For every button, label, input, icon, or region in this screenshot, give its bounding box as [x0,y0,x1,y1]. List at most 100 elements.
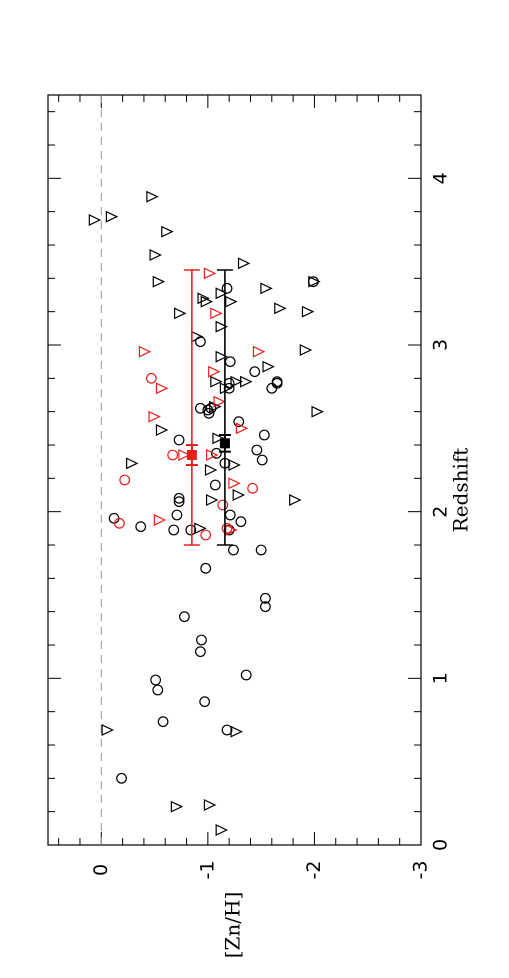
point [255,544,267,556]
point [237,257,251,270]
point [200,295,214,308]
point [210,447,222,459]
point [232,489,246,501]
point [289,494,302,506]
point [170,800,184,813]
point [311,405,324,418]
point [199,696,211,708]
x-axis-label: Redshift [449,448,473,533]
point [228,459,241,471]
point [194,402,206,414]
point [148,410,161,423]
point [233,416,245,428]
point [101,724,115,736]
point [213,395,226,408]
point [138,345,152,358]
point [215,824,229,836]
point [209,479,221,491]
point [228,544,239,556]
point [114,517,125,529]
point [179,611,190,623]
y-tick-label: -2 [303,861,325,880]
point [210,307,223,320]
point [194,646,206,658]
plot-frame [47,94,422,846]
point [228,477,241,490]
point [178,449,191,461]
point [205,449,219,461]
point [150,674,162,686]
point [173,492,185,504]
point [200,529,212,541]
point [260,592,271,604]
point [171,509,183,521]
point [200,562,212,574]
point [215,287,229,300]
point [252,345,266,358]
point [135,521,147,533]
point [249,366,261,378]
point [119,474,131,486]
point [217,499,229,511]
point [173,307,187,320]
point [203,799,217,811]
mean-point [186,450,197,460]
x-tick-label: 2 [430,506,452,518]
point [225,295,238,308]
x-tick-label: 3 [430,339,452,351]
mean-point [219,438,230,449]
point [197,292,210,305]
point [260,282,273,295]
point [196,634,207,646]
point [230,375,243,388]
point [152,684,164,696]
point [208,365,221,378]
point [215,320,229,333]
point [205,494,219,506]
point [258,429,270,441]
point [260,601,271,613]
x-tick-label: 0 [430,839,452,851]
point [194,522,207,535]
point [149,249,162,261]
point [240,669,252,681]
y-tick-label: 0 [90,864,112,876]
point [209,400,222,413]
point [210,375,223,388]
point [308,275,321,288]
point [225,524,238,536]
point [235,422,249,435]
point [116,772,127,784]
point [247,482,259,494]
point [224,509,236,521]
point [105,210,119,223]
point [167,449,179,461]
y-tick-label: -1 [196,861,218,880]
point [230,725,243,738]
point [152,275,166,288]
point [155,382,169,395]
point [204,464,218,476]
point [173,434,185,446]
x-tick-label: 4 [430,172,452,184]
y-axis-label: [Zn/H] [221,892,245,959]
point [88,214,102,226]
point [235,516,247,528]
point [215,350,229,363]
point [185,524,197,536]
point [301,305,315,318]
point [262,360,275,373]
point [203,267,217,280]
point [299,344,313,356]
point [274,302,287,315]
point [145,372,157,384]
point [173,496,185,508]
point [224,356,236,368]
point [168,524,180,536]
point [126,457,139,470]
point [161,225,174,238]
y-tick-label: -3 [410,861,432,880]
point [153,514,167,526]
point [271,377,283,389]
